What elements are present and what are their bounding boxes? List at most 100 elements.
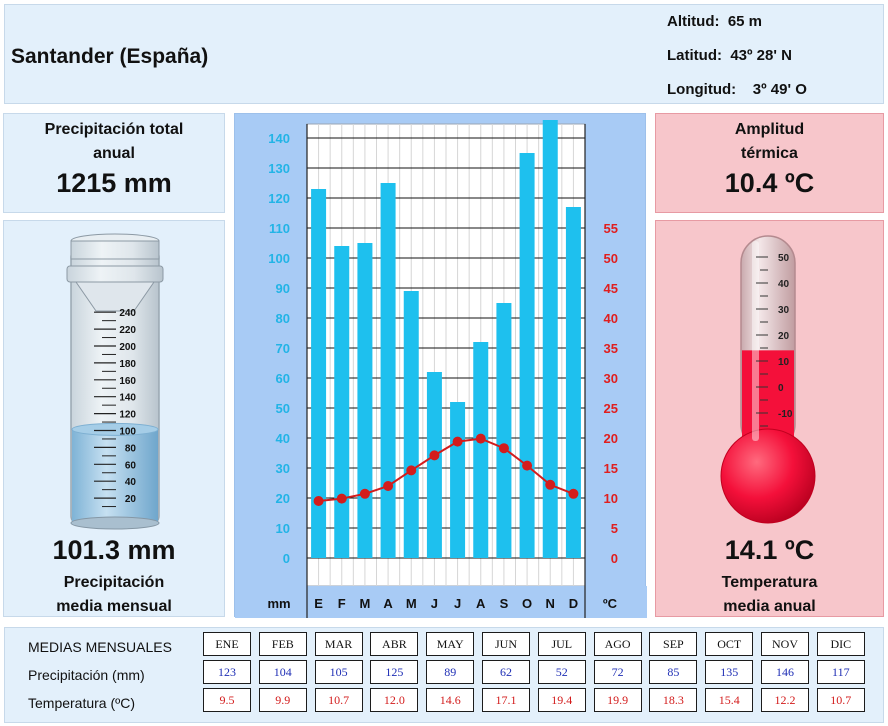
y-axis-unit: mm (267, 596, 290, 611)
temperature-point (522, 460, 533, 471)
table-temp-cell: 15.4 (705, 688, 754, 712)
precip-total-panel: Precipitación total anual 1215 mm (3, 113, 225, 213)
table-title: MEDIAS MENSUALES (28, 639, 172, 655)
y-tick-label: 90 (276, 281, 290, 296)
temperature-point (313, 496, 324, 506)
x-tick-label: D (569, 596, 578, 611)
table-month-header: JUL (537, 632, 586, 656)
precip-bar (334, 246, 350, 558)
temp-mean-label-1: Temperatura (721, 574, 818, 591)
y2-tick-label: 10 (604, 491, 618, 506)
thermo-tick-label: -10 (778, 409, 793, 420)
table-precip-cell: 104 (258, 660, 307, 684)
gauge-tick-label: 100 (119, 427, 136, 438)
precip-bar (403, 291, 419, 558)
climograph-panel: 0 10 20 30 40 50 60 70 80 90 100 110 120 130 140 0 5 10 15… (234, 113, 647, 618)
y-tick-label: 30 (276, 461, 290, 476)
x-tick-label: M (359, 596, 370, 611)
y-tick-label: 140 (268, 131, 290, 146)
table-temp-cell: 19.4 (537, 688, 586, 712)
y2-tick-label: 30 (604, 371, 618, 386)
table-precip-cell: 125 (370, 660, 419, 684)
y-tick-label: 50 (276, 401, 290, 416)
y2-tick-label: 50 (604, 251, 618, 266)
y-tick-label: 130 (268, 161, 290, 176)
latitude-text: Latitud: 43º 28' N (667, 47, 792, 64)
thermo-tick-label: 10 (778, 357, 790, 368)
table-temp-cell: 19.9 (593, 688, 642, 712)
temperature-point (406, 465, 417, 476)
precip-bar (426, 372, 442, 558)
x-tick-label: J (454, 596, 461, 611)
y-tick-label: 0 (283, 551, 290, 566)
gauge-tick-label: 40 (125, 477, 137, 488)
precip-mean-label-1: Precipitación (63, 574, 165, 591)
table-temp-cell: 12.0 (370, 688, 419, 712)
table-precip-cell: 62 (482, 660, 530, 684)
x-tick-label: E (314, 596, 323, 611)
climograph: 0 10 20 30 40 50 60 70 80 90 100 110 120 130 140 0 5 10 15… (235, 120, 647, 618)
table-month-header: JUN (482, 632, 530, 656)
gauge-tick-label: 240 (119, 308, 136, 319)
y-tick-label: 70 (276, 341, 290, 356)
y2-tick-label: 25 (604, 401, 618, 416)
precip-mean-panel: 240 220 200 180 160 140 120 100 80 60 40 20 101.3 m… (3, 220, 225, 617)
precip-total-title-2: anual (93, 145, 135, 162)
table-temp-cell: 10.7 (816, 688, 865, 712)
table-month-header: MAR (314, 632, 363, 656)
table-temp-cell: 14.6 (426, 688, 475, 712)
precip-mean-value: 101.3 mm (52, 535, 176, 565)
y2-tick-label: 0 (611, 551, 618, 566)
amplitude-title-2: térmica (741, 145, 798, 162)
table-temp-cell: 9.5 (203, 688, 251, 712)
gauge-tick-label: 220 (119, 325, 136, 336)
y2-tick-label: 55 (604, 221, 618, 236)
thermo-tick-label: 20 (778, 331, 790, 342)
x-tick-label: A (383, 596, 393, 611)
y-tick-label: 110 (269, 221, 290, 236)
amplitude-value: 10.4 ºC (724, 168, 815, 198)
precip-bar (519, 153, 535, 558)
table-precip-cell: 146 (761, 660, 809, 684)
temperature-point (429, 450, 440, 461)
thermometer-icon: 50 40 30 20 10 0 -10 (720, 235, 816, 524)
precip-bar (565, 207, 581, 558)
table-precip-cell: 72 (593, 660, 642, 684)
y2-tick-label: 35 (604, 341, 618, 356)
table-month-header: FEB (258, 632, 307, 656)
y-tick-label: 40 (276, 431, 290, 446)
station-name: Santander (España) (11, 45, 209, 68)
amplitude-title-1: Amplitud (734, 121, 805, 138)
gauge-tick-label: 80 (125, 443, 137, 454)
temperature-point (359, 488, 370, 499)
table-precip-cell: 123 (203, 660, 251, 684)
temp-mean-panel: 50 40 30 20 10 0 -10 14.1 ºC Temperatura media… (655, 220, 884, 617)
y2-tick-label: 5 (611, 521, 618, 536)
rain-gauge-icon: 240 220 200 180 160 140 120 100 80 60 40 20 (66, 233, 164, 530)
table-temp-cell: 9.9 (258, 688, 307, 712)
table-precip-label: Precipitación (mm) (28, 667, 145, 683)
precip-bar (450, 402, 466, 558)
gauge-water-surface (71, 422, 159, 436)
temperature-point (336, 493, 347, 504)
precip-bar (311, 189, 327, 558)
x-tick-label: S (500, 596, 509, 611)
x-tick-label: O (522, 596, 532, 611)
precip-bar (473, 342, 489, 558)
table-precip-cell: 117 (816, 660, 865, 684)
precip-bar (496, 303, 512, 558)
y-tick-label: 20 (276, 491, 290, 506)
precip-mean-label-2: media mensual (56, 598, 172, 615)
precip-total-title-1: Precipitación total (44, 121, 184, 138)
temperature-point (452, 436, 463, 447)
y2-tick-label: 45 (604, 281, 618, 296)
table-temp-label: Temperatura (ºC) (28, 695, 136, 711)
table-month-header: ABR (370, 632, 419, 656)
temperature-point (475, 433, 486, 444)
temperature-point (383, 481, 394, 491)
table-month-header: ENE (203, 632, 251, 656)
thermo-tick-label: 40 (778, 279, 790, 290)
table-precip-cell: 52 (537, 660, 586, 684)
amplitude-panel: Amplitud térmica 10.4 ºC (655, 113, 884, 213)
x-tick-label: N (546, 596, 555, 611)
